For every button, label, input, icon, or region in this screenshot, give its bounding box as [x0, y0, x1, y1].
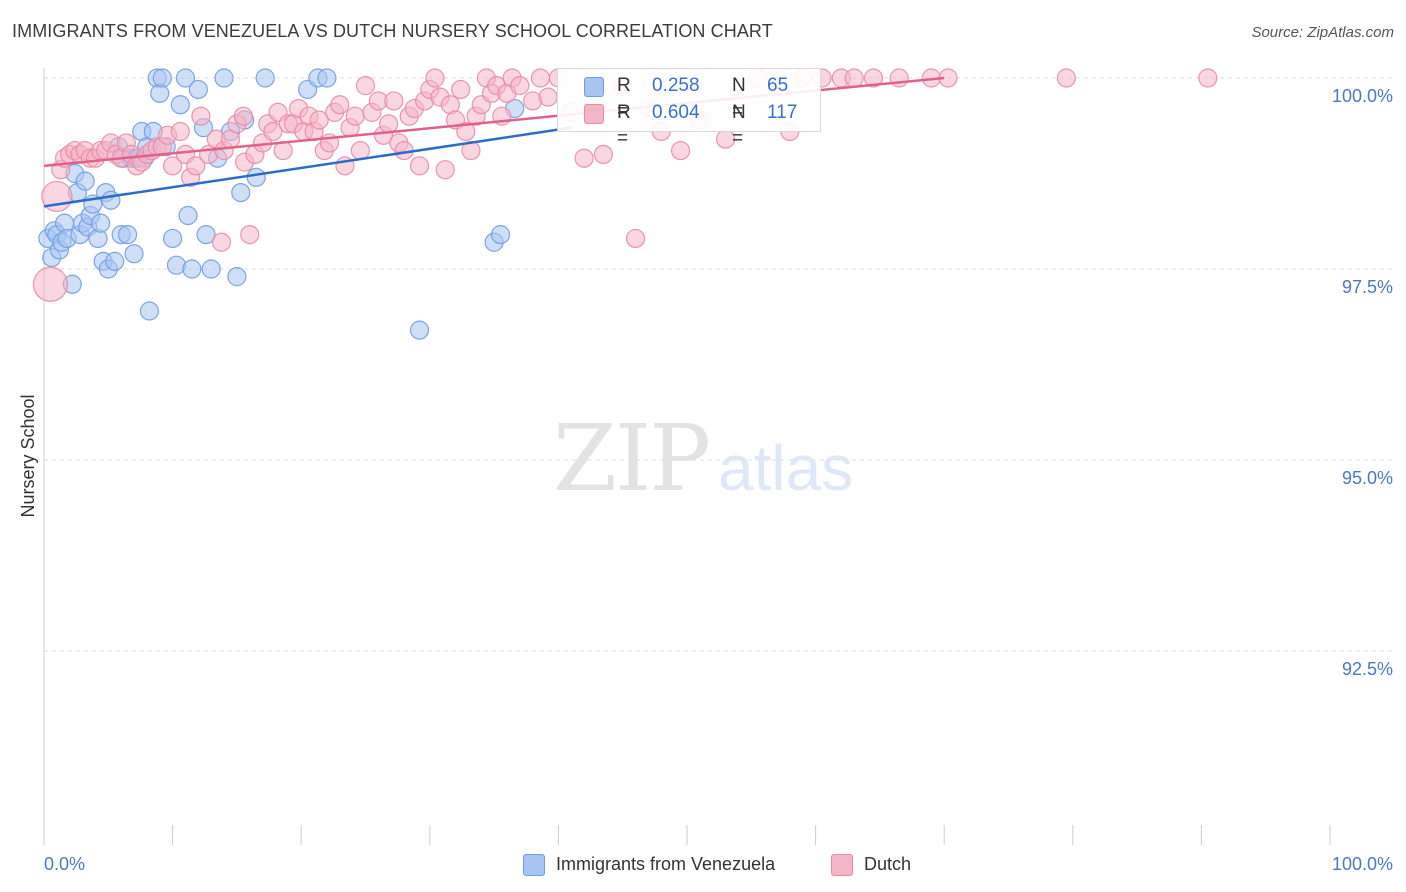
dutch-point	[889, 68, 909, 88]
dutch-point	[163, 156, 183, 176]
chart-title: IMMIGRANTS FROM VENEZUELA VS DUTCH NURSE…	[12, 21, 773, 41]
dutch-point	[425, 68, 445, 88]
venezuela-point	[490, 225, 511, 245]
venezuela-point	[124, 244, 144, 264]
r-label: R =	[617, 102, 631, 149]
venezuela-point	[170, 95, 190, 115]
legend-swatch-venezuela	[584, 77, 604, 97]
dutch-point	[435, 160, 455, 180]
legend-swatch-venezuela	[523, 854, 545, 876]
dutch-point	[451, 79, 471, 100]
dutch-point	[191, 106, 211, 126]
dutch-point	[379, 114, 399, 134]
dutch-point	[345, 106, 365, 126]
venezuela-point	[317, 68, 337, 88]
venezuela-point	[188, 79, 208, 100]
dutch-point	[186, 156, 206, 176]
dutch-point	[1056, 68, 1076, 88]
x-tick-label-min: 0.0%	[44, 854, 85, 874]
venezuela-point	[117, 225, 138, 245]
legend-swatch-dutch	[584, 104, 604, 124]
y-tick-label: 97.5%	[1342, 277, 1393, 297]
dutch-point	[170, 121, 190, 142]
venezuela-point	[101, 190, 121, 210]
venezuela-point	[231, 183, 251, 203]
n-label: N =	[732, 102, 746, 149]
venezuela-point	[178, 205, 198, 226]
venezuela-point	[196, 225, 216, 245]
dutch-point	[350, 140, 370, 161]
dutch-point	[309, 110, 329, 130]
venezuela-point	[201, 259, 221, 279]
dutch-point	[32, 266, 69, 302]
venezuela-point	[75, 171, 95, 191]
dutch-point	[240, 225, 260, 245]
dutch-point	[1198, 68, 1218, 88]
y-tick-label: 92.5%	[1342, 659, 1393, 679]
r-value-dutch: 0.604	[652, 102, 700, 123]
axis-labels: 92.5% 95.0% 97.5% 100.0% 0.0% 100.0% Nursery S…	[18, 86, 1393, 874]
dutch-point	[409, 156, 430, 176]
legend-label-venezuela: Immigrants from Venezuela	[556, 854, 776, 874]
watermark: ZIP	[553, 405, 709, 512]
venezuela-point	[246, 167, 266, 187]
trend-line-venezuela	[43, 126, 572, 208]
venezuela-point	[175, 68, 196, 88]
x-tick-label-max: 100.0%	[1332, 854, 1393, 874]
venezuela-point	[105, 251, 125, 271]
r-label: R =	[617, 75, 631, 122]
venezuela-point	[139, 301, 160, 321]
dutch-point	[863, 68, 884, 88]
dutch-point	[456, 121, 476, 142]
chart-source: Source: ZipAtlas.com	[1251, 24, 1394, 41]
venezuela-point	[227, 267, 247, 287]
venezuela-point	[90, 213, 111, 233]
dutch-point	[330, 95, 350, 115]
dutch-point	[263, 121, 283, 142]
venezuela-point	[409, 320, 430, 340]
y-tick-label: 95.0%	[1342, 468, 1393, 488]
venezuela-point	[255, 68, 275, 88]
dutch-point	[211, 232, 232, 252]
dutch-point	[844, 68, 864, 88]
y-axis-title: Nursery School	[18, 394, 38, 517]
venezuela-point	[152, 68, 172, 88]
dutch-point	[355, 76, 376, 96]
n-value-dutch: 117	[767, 102, 798, 123]
n-label: N =	[732, 75, 746, 122]
dutch-point	[625, 228, 646, 249]
watermark-atlas: atlas	[718, 432, 853, 504]
n-value-venezuela: 65	[767, 75, 789, 96]
dutch-point	[384, 91, 404, 111]
dutch-point	[538, 87, 558, 107]
y-tick-label: 100.0%	[1332, 86, 1393, 106]
legend-swatch-dutch	[831, 854, 853, 876]
dutch-point	[593, 144, 614, 164]
venezuela-point	[214, 68, 234, 88]
dutch-point	[530, 68, 550, 88]
dutch-point	[233, 106, 253, 126]
correlation-legend: R = 0.258 N = 65 R = 0.604 N = 117	[557, 68, 821, 149]
venezuela-point	[182, 259, 202, 279]
dutch-point	[670, 140, 691, 161]
legend-label-dutch: Dutch	[864, 854, 912, 874]
r-value-venezuela: 0.258	[652, 75, 700, 96]
dutch-point	[574, 148, 594, 168]
dutch-point	[510, 76, 530, 96]
venezuela-point	[163, 228, 183, 249]
